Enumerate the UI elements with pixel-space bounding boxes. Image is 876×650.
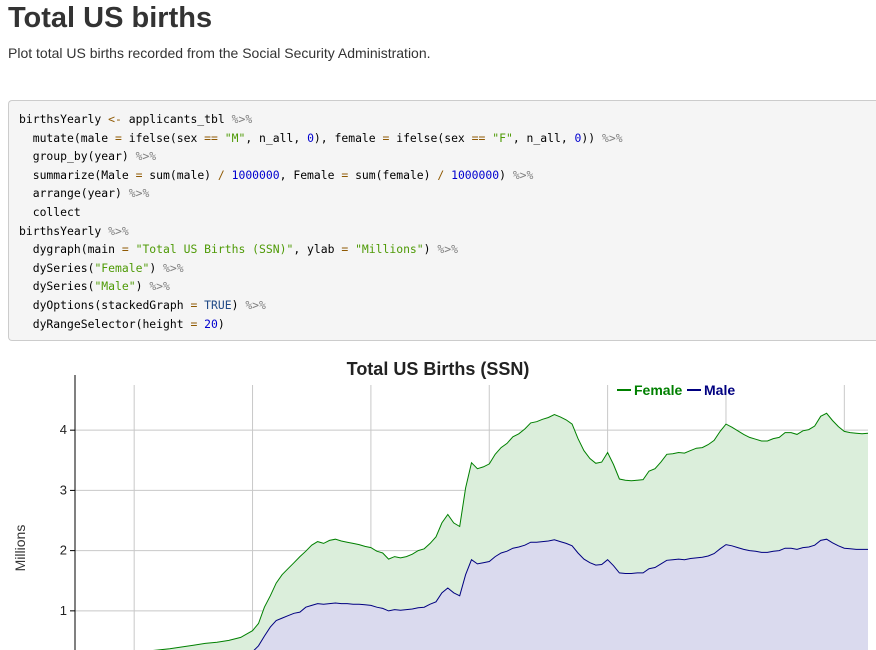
code-line: birthsYearly %>% — [19, 222, 876, 241]
code-token: dyRangeSelector(height — [19, 316, 191, 331]
code-token: ) — [423, 242, 438, 257]
code-line: arrange(year) %>% — [19, 184, 876, 203]
code-token: = — [190, 297, 198, 312]
code-token: "M" — [224, 130, 246, 145]
page-description: Plot total US births recorded from the S… — [8, 45, 431, 61]
code-token: "Female" — [94, 260, 150, 275]
code-token — [218, 131, 225, 145]
code-token: "Millions" — [355, 242, 424, 257]
code-token: "F" — [492, 130, 513, 145]
code-token: %>% — [437, 242, 458, 257]
code-line: birthsYearly <- applicants_tbl %>% — [19, 110, 876, 129]
code-token: birthsYearly — [19, 223, 109, 238]
code-token: / — [437, 167, 445, 182]
code-line: group_by(year) %>% — [19, 147, 876, 166]
code-token: "Total US Births (SSN)" — [135, 242, 294, 257]
code-token: 0 — [307, 130, 314, 145]
code-token: , n_all, — [512, 130, 575, 145]
code-token: birthsYearly — [19, 112, 109, 126]
chart-title: Total US Births (SSN) — [347, 359, 530, 379]
code-token: %>% — [163, 260, 184, 275]
area-male — [254, 539, 868, 650]
code-line: dySeries("Male") %>% — [19, 277, 876, 296]
code-token: %>% — [245, 297, 266, 312]
code-token: %>% — [601, 130, 623, 145]
code-token: = — [341, 167, 349, 182]
code-token: / — [217, 167, 225, 182]
code-line: summarize(Male = sum(male) / 1000000, Fe… — [19, 166, 876, 185]
code-token: ) — [499, 167, 513, 182]
code-line: collect — [19, 203, 876, 222]
code-token: )) — [581, 130, 602, 145]
code-token: ) — [231, 297, 246, 312]
code-token: %>% — [128, 186, 150, 201]
legend: Female Male — [617, 382, 735, 398]
code-token: %>% — [108, 223, 129, 238]
code-token: dyOptions(stackedGraph — [19, 297, 191, 312]
code-token: arrange(year) — [19, 186, 129, 201]
code-token: = — [115, 130, 122, 145]
code-token — [129, 242, 136, 256]
code-token: ) — [217, 316, 225, 331]
code-token: == — [204, 130, 218, 145]
axes: 1 2 3 4 — [60, 375, 76, 650]
code-token: mutate(male — [19, 130, 116, 145]
code-token: ifelse(sex — [389, 130, 472, 145]
code-token: dySeries( — [19, 260, 95, 275]
y-tick-label: 3 — [60, 482, 67, 497]
code-token: TRUE — [204, 297, 232, 312]
y-tick-label: 2 — [60, 543, 67, 558]
code-token: sum(male) — [142, 167, 218, 182]
y-tick-label: 1 — [60, 603, 67, 618]
code-token: %>% — [149, 279, 170, 294]
legend-label: Female — [634, 382, 682, 398]
series-lines — [152, 412, 869, 650]
code-token: ), female — [313, 130, 383, 145]
code-token: = — [190, 316, 198, 331]
y-tick-label: 4 — [60, 422, 67, 437]
code-token: "Male" — [94, 279, 136, 294]
area-female — [157, 413, 868, 650]
code-token: 20 — [204, 316, 218, 331]
code-token: <- — [108, 112, 122, 126]
code-token: ifelse(sex — [121, 130, 205, 145]
code-token: dygraph(main — [19, 242, 122, 257]
code-block: birthsYearly <- applicants_tbl %>% mutat… — [8, 100, 876, 341]
births-chart[interactable]: Total US Births (SSN) Millions 1 2 3 4 Fema… — [0, 350, 876, 650]
code-token: 1000000 — [451, 167, 500, 182]
code-token: %>% — [231, 112, 253, 126]
code-token: dySeries( — [19, 279, 95, 294]
legend-label: Male — [704, 382, 735, 398]
code-token: applicants_tbl — [121, 112, 232, 126]
code-token: = — [341, 242, 349, 257]
code-token — [225, 168, 232, 182]
code-token: %>% — [135, 149, 157, 164]
line-female — [152, 412, 869, 650]
code-token: ) — [149, 260, 164, 275]
code-token: = — [121, 242, 129, 257]
page-title: Total US births — [8, 2, 213, 34]
stacked-areas — [157, 413, 868, 650]
code-token: == — [471, 130, 486, 145]
code-token: 0 — [574, 130, 582, 145]
code-token: = — [135, 167, 143, 182]
code-token: 1000000 — [231, 167, 280, 182]
code-token: = — [382, 130, 390, 145]
code-token: , ylab — [293, 242, 342, 257]
code-token: summarize(Male — [19, 167, 136, 182]
code-token: %>% — [512, 167, 534, 182]
code-token: collect — [19, 204, 81, 219]
y-axis-label: Millions — [12, 525, 28, 572]
code-token: , n_all, — [245, 130, 308, 145]
code-line: dyOptions(stackedGraph = TRUE) %>% — [19, 296, 876, 315]
code-token: sum(female) — [348, 167, 438, 182]
code-token: ) — [135, 279, 150, 294]
line-male — [253, 538, 868, 650]
code-token: group_by(year) — [19, 149, 136, 164]
code-line: dySeries("Female") %>% — [19, 259, 876, 278]
code-line: dyRangeSelector(height = 20) — [19, 315, 876, 334]
code-line: mutate(male = ifelse(sex == "M", n_all, … — [19, 129, 876, 148]
code-token: , Female — [279, 167, 342, 182]
code-line: dygraph(main = "Total US Births (SSN)", … — [19, 240, 876, 259]
